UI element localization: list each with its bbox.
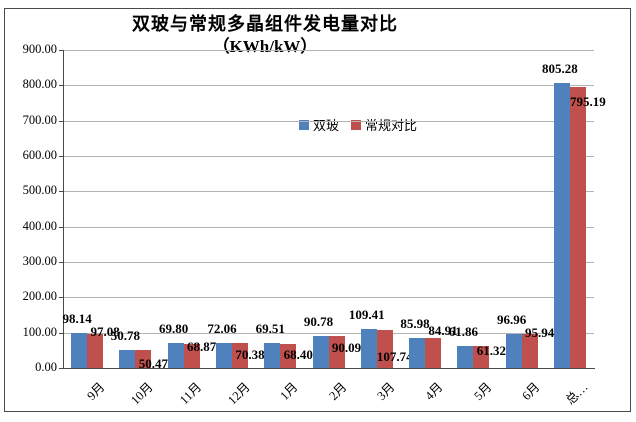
data-label-series2: 90.09 (331, 339, 362, 355)
data-label-series1: 90.78 (303, 313, 334, 329)
bar-series2 (425, 337, 442, 368)
bar-series1 (360, 329, 377, 368)
data-label-series1: 85.98 (400, 315, 430, 331)
data-label-series1: 69.51 (255, 321, 285, 337)
legend-label: 常规对比 (365, 118, 418, 133)
chart-border (4, 8, 631, 412)
data-label-series2: 50.47 (138, 355, 169, 371)
bar-series2 (569, 87, 586, 368)
data-label-series1: 109.41 (348, 307, 385, 323)
data-label-series2: 70.38 (235, 346, 265, 362)
bar-series2 (521, 334, 538, 368)
bar-series2 (183, 343, 200, 368)
y-axis-tick (59, 368, 63, 369)
legend-label: 双玻 (313, 118, 340, 133)
data-label-series2: 95.94 (524, 324, 555, 340)
y-axis-label: 400.00 (22, 218, 57, 233)
y-axis-label: 800.00 (22, 77, 57, 92)
bar-series1 (553, 83, 570, 368)
data-label-series2: 107.74 (376, 349, 413, 365)
gridline (63, 120, 594, 122)
data-label-series1: 72.06 (207, 320, 237, 336)
y-axis-label: 200.00 (22, 289, 57, 304)
bar-series1 (71, 333, 88, 368)
data-label-series2: 84.91 (428, 323, 458, 339)
chart-subtitle: （KWh/kW） (212, 37, 318, 56)
bar-series2 (135, 350, 152, 368)
bar-series1 (167, 343, 184, 368)
y-axis-label: 900.00 (22, 42, 57, 56)
bar-series1 (312, 335, 329, 368)
y-axis-tick (59, 332, 63, 334)
y-axis-tick (59, 262, 63, 263)
data-label-series1: 50.78 (110, 328, 141, 344)
y-axis-tick (59, 120, 63, 122)
data-label-series1: 98.14 (62, 311, 92, 327)
y-axis-tick (59, 191, 63, 193)
bar-series1 (457, 346, 474, 368)
gridline (63, 50, 594, 51)
y-axis-label: 300.00 (22, 254, 57, 268)
gridline (63, 262, 594, 263)
data-label-series2: 68.87 (187, 339, 217, 355)
y-axis-label: 500.00 (22, 183, 57, 198)
y-axis-tick (59, 85, 63, 87)
y-axis-label: 0.00 (35, 360, 57, 374)
y-axis-tick (59, 226, 63, 228)
bar-series2 (328, 336, 345, 368)
legend-swatch-icon (299, 119, 309, 130)
y-axis-tick (59, 50, 63, 51)
data-label-series1: 805.28 (541, 61, 578, 77)
data-label-series2: 795.19 (569, 93, 606, 109)
y-axis-tick (59, 156, 63, 157)
data-label-series2: 97.08 (90, 324, 120, 340)
legend-swatch-icon (351, 119, 362, 130)
legend-item: 双玻 (299, 115, 339, 134)
data-label-series1: 69.80 (159, 321, 189, 337)
bar-series1 (505, 333, 522, 368)
data-label-series2: 61.32 (476, 342, 506, 358)
bar-series2 (473, 346, 490, 368)
bar-series2 (231, 343, 248, 368)
gridline (63, 156, 594, 157)
legend: 双玻 常规对比 (299, 115, 417, 134)
y-axis-tick (59, 297, 63, 299)
y-axis-label: 600.00 (22, 148, 57, 162)
gridline (63, 297, 594, 299)
bar-series2 (87, 333, 104, 368)
bar-series1 (119, 350, 136, 368)
data-label-series2: 68.40 (283, 347, 313, 363)
gridline (63, 226, 594, 228)
chart-title: 双玻与常规多晶组件发电量对比 (132, 14, 398, 34)
legend-item: 常规对比 (351, 115, 417, 134)
gridline (63, 332, 594, 334)
bar-series1 (264, 343, 281, 368)
bar-series1 (215, 342, 232, 368)
x-axis-line (63, 368, 595, 369)
bar-series2 (376, 329, 393, 368)
gridline (63, 85, 594, 87)
y-axis-line (63, 50, 64, 368)
bar-series1 (409, 337, 426, 368)
bar-series2 (280, 343, 297, 368)
data-label-series1: 96.96 (496, 311, 527, 327)
data-label-series1: 61.86 (448, 324, 478, 340)
y-axis-label: 100.00 (22, 324, 57, 339)
y-axis-label: 700.00 (22, 112, 57, 127)
gridline (63, 191, 594, 193)
